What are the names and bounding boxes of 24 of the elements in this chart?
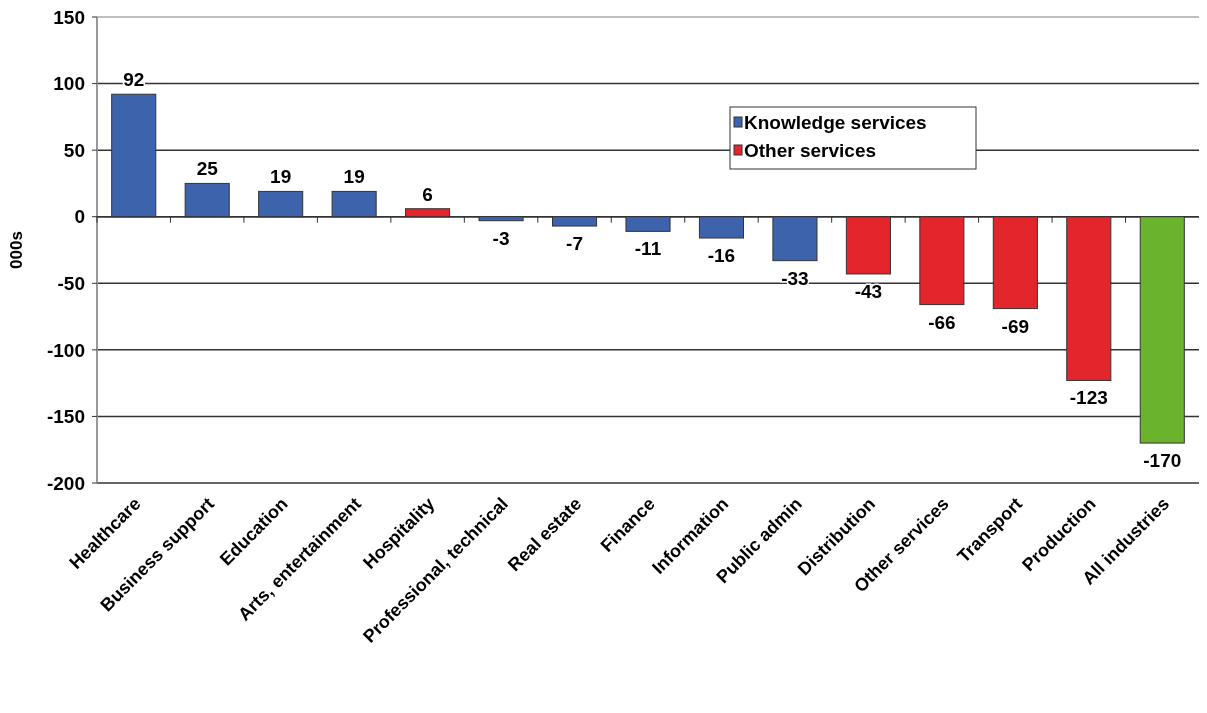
data-label: -69 xyxy=(1001,315,1030,337)
legend-label: Knowledge services xyxy=(744,112,927,133)
data-label: -43 xyxy=(854,280,883,302)
y-tick-label: -50 xyxy=(57,272,85,294)
y-tick-label: 150 xyxy=(53,6,85,28)
data-label: -16 xyxy=(707,245,736,267)
legend-label: Other services xyxy=(744,140,877,161)
data-label: 6 xyxy=(422,183,433,205)
y-tick-label: -150 xyxy=(46,406,85,428)
data-label: -66 xyxy=(928,311,956,333)
data-label: 19 xyxy=(270,166,292,188)
data-label: -7 xyxy=(566,233,583,255)
data-label: -3 xyxy=(492,227,510,249)
y-tick-label: 100 xyxy=(53,73,85,95)
data-label: 25 xyxy=(196,158,219,180)
y-axis-title: 000s xyxy=(7,231,26,269)
y-tick-label: 0 xyxy=(74,206,85,228)
data-label: -123 xyxy=(1069,387,1108,409)
data-label: 19 xyxy=(343,166,365,188)
data-label: -170 xyxy=(1143,450,1182,472)
y-tick-label: -200 xyxy=(46,472,85,494)
y-tick-label: 50 xyxy=(63,139,85,161)
data-label: -11 xyxy=(634,238,662,260)
y-tick-label: -100 xyxy=(46,339,85,361)
